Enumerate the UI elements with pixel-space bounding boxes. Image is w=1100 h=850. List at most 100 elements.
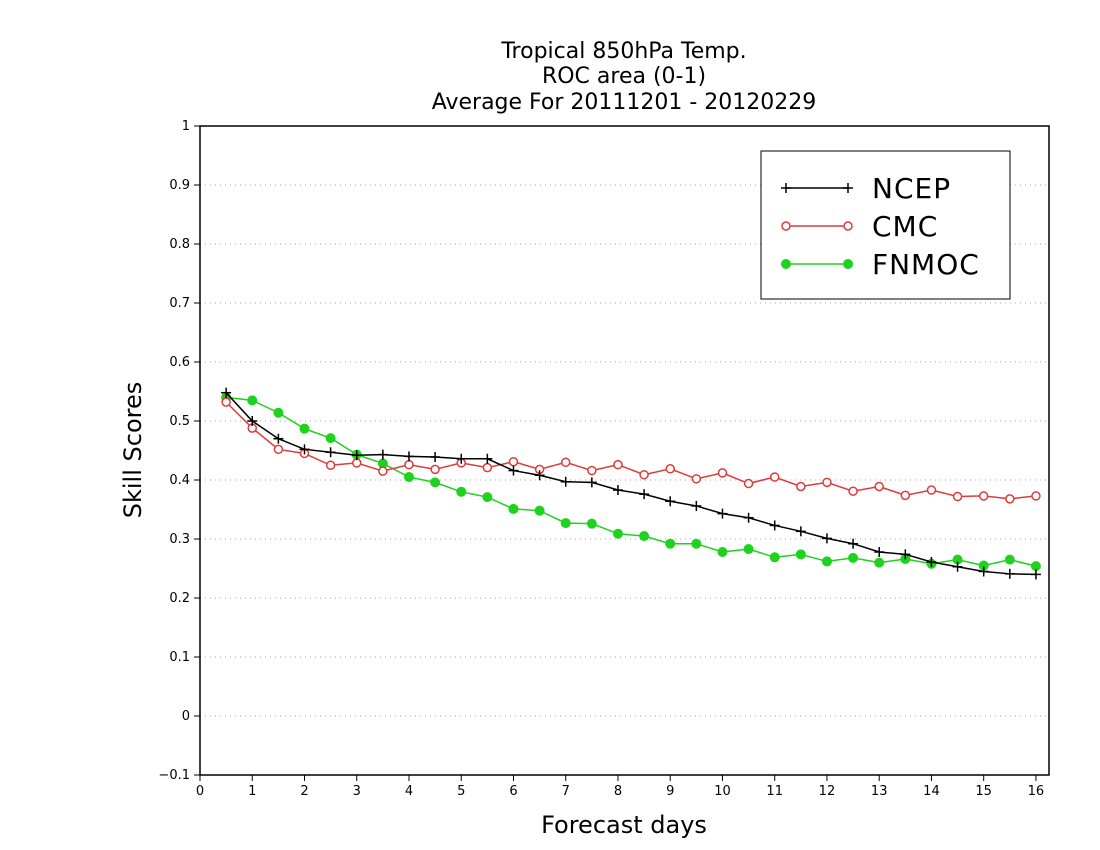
data-point-cmc: [482, 462, 493, 473]
x-tick-label: 16: [1028, 784, 1045, 799]
x-tick-label: 1: [248, 784, 256, 799]
data-point-ncep: [665, 496, 676, 507]
x-tick-label: 11: [766, 784, 783, 799]
data-point-cmc: [796, 481, 806, 492]
chart-title: Tropical 850hPa Temp. ROC area (0-1) Ave…: [432, 39, 817, 115]
data-point-cmc: [404, 459, 414, 470]
data-point-fnmoc: [325, 433, 336, 444]
data-point-fnmoc: [848, 552, 859, 563]
data-point-cmc: [743, 478, 754, 489]
chart-title-line-1: Tropical 850hPa Temp.: [500, 39, 746, 64]
data-point-fnmoc: [612, 528, 623, 539]
data-point-ncep: [926, 557, 937, 568]
data-point-ncep: [351, 450, 362, 461]
chart-title-line-2: ROC area (0-1): [542, 64, 706, 89]
legend-marker-ncep: [843, 183, 853, 193]
data-point-cmc: [900, 490, 911, 501]
x-tick-label: 13: [871, 784, 888, 799]
legend-marker-cmc: [843, 221, 853, 231]
y-tick-label: 0.6: [169, 355, 190, 370]
data-point-cmc: [325, 460, 336, 470]
data-point-ncep: [456, 453, 467, 464]
data-point-ncep: [482, 453, 493, 464]
data-point-cmc: [273, 444, 284, 455]
data-point-ncep: [560, 476, 571, 487]
x-tick-label: 0: [196, 784, 204, 799]
legend-label-fnmoc: FNMOC: [872, 248, 980, 281]
data-point-cmc: [508, 456, 519, 467]
data-point-cmc: [848, 486, 858, 496]
x-axis-label: Forecast days: [541, 811, 707, 839]
data-point-fnmoc: [560, 518, 571, 529]
data-point-ncep: [978, 566, 989, 577]
y-tick-label: −0.1: [158, 768, 190, 783]
series-line-cmc: [225, 401, 1037, 500]
series-line-ncep: [225, 392, 1036, 576]
data-point-fnmoc: [508, 503, 519, 514]
data-point-fnmoc: [586, 518, 597, 529]
data-point-cmc: [769, 472, 780, 482]
data-point-ncep: [874, 546, 885, 557]
series-fnmoc: [221, 392, 1041, 572]
data-point-cmc: [874, 481, 884, 492]
data-point-fnmoc: [717, 546, 728, 557]
data-point-ncep: [508, 465, 519, 476]
data-point-fnmoc: [874, 557, 885, 568]
legend-marker-fnmoc: [781, 259, 791, 269]
series-line-fnmoc: [226, 396, 1037, 567]
data-point-fnmoc: [1030, 561, 1041, 572]
data-point-ncep: [221, 387, 232, 398]
data-point-ncep: [612, 485, 623, 496]
data-point-cmc: [430, 464, 440, 475]
data-point-fnmoc: [456, 486, 467, 497]
data-point-fnmoc: [743, 544, 754, 555]
y-tick-label: 0.7: [169, 296, 190, 311]
data-point-fnmoc: [273, 407, 284, 418]
y-tick-label: 0.3: [169, 532, 190, 547]
data-point-cmc: [691, 474, 702, 484]
legend-marker-ncep: [781, 183, 791, 193]
y-tick-label: 0.4: [169, 473, 190, 488]
x-tick-label: 12: [819, 784, 836, 799]
data-point-ncep: [691, 500, 702, 511]
x-tick-label: 2: [300, 784, 308, 799]
legend-marker-fnmoc: [843, 259, 853, 269]
series-cmc: [221, 397, 1041, 504]
y-tick-label: 1: [182, 119, 190, 134]
data-point-ncep: [769, 520, 780, 531]
data-point-fnmoc: [403, 472, 414, 483]
data-point-ncep: [534, 470, 545, 481]
plot-series: [221, 387, 1041, 580]
data-point-fnmoc: [247, 395, 258, 406]
data-point-ncep: [952, 561, 963, 572]
series-ncep: [221, 387, 1041, 580]
x-tick-label: 7: [562, 784, 570, 799]
data-point-fnmoc: [795, 549, 806, 560]
data-point-cmc: [639, 469, 649, 480]
data-point-ncep: [795, 526, 806, 537]
y-tick-label: 0.2: [169, 591, 190, 606]
chart-title-line-3: Average For 20111201 - 20120229: [432, 90, 817, 115]
x-tick-label: 5: [457, 784, 465, 799]
data-point-ncep: [821, 533, 832, 544]
x-tick-label: 9: [666, 784, 674, 799]
x-tick-label: 3: [353, 784, 361, 799]
data-point-cmc: [978, 491, 989, 501]
data-point-fnmoc: [1004, 554, 1015, 565]
data-point-ncep: [430, 451, 441, 462]
data-point-cmc: [717, 468, 728, 478]
data-point-fnmoc: [691, 538, 702, 549]
data-point-ncep: [900, 549, 911, 560]
data-point-cmc: [560, 457, 571, 468]
x-tick-label: 4: [405, 784, 413, 799]
data-point-ncep: [586, 477, 597, 488]
x-tick-label: 6: [509, 784, 517, 799]
data-point-fnmoc: [821, 556, 832, 567]
data-point-cmc: [587, 465, 597, 476]
data-point-fnmoc: [639, 531, 650, 542]
data-point-ncep: [247, 416, 258, 426]
y-tick-label: 0: [182, 709, 190, 724]
x-tick-label: 14: [923, 784, 940, 799]
data-point-fnmoc: [534, 505, 545, 516]
